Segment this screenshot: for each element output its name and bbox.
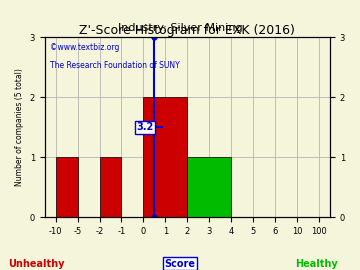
Y-axis label: Number of companies (5 total): Number of companies (5 total)	[15, 69, 24, 186]
Text: The Research Foundation of SUNY: The Research Foundation of SUNY	[50, 61, 180, 70]
Text: Healthy: Healthy	[296, 259, 338, 269]
Text: ©www.textbiz.org: ©www.textbiz.org	[50, 43, 120, 52]
Text: Industry: Silver Mining: Industry: Silver Mining	[118, 23, 242, 33]
Bar	[143, 97, 187, 217]
Bar	[187, 157, 231, 217]
Text: Unhealthy: Unhealthy	[8, 259, 64, 269]
Bar	[99, 157, 121, 217]
Bar	[56, 157, 77, 217]
Title: Z'-Score Histogram for EXK (2016): Z'-Score Histogram for EXK (2016)	[79, 25, 295, 38]
Text: Score: Score	[165, 259, 195, 269]
Text: 3.2: 3.2	[136, 122, 153, 132]
